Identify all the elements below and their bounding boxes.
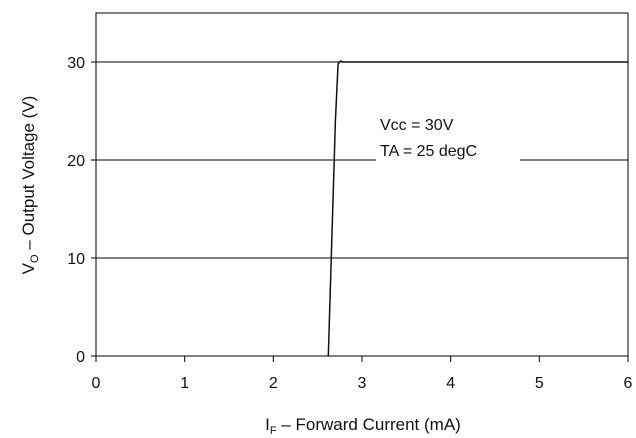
- y-tick-label-20: 20: [67, 153, 85, 170]
- x-tick-label-2: 2: [269, 375, 278, 392]
- y-tick-label-30: 30: [67, 55, 85, 72]
- x-tick-label-0: 0: [92, 375, 101, 392]
- tick-marks: [91, 61, 629, 362]
- x-tick-label-4: 4: [446, 375, 455, 392]
- y-axis-title-subscript: O: [29, 254, 41, 263]
- x-axis-title-main: I: [265, 415, 270, 434]
- y-axis-title-main: V: [19, 262, 38, 274]
- series-line-0: [327, 60, 629, 357]
- x-tick-label-1: 1: [180, 375, 189, 392]
- y-tick-label-0: 0: [76, 349, 85, 366]
- x-tick-label-6: 6: [624, 375, 633, 392]
- annotation-vcc: Vcc = 30V: [380, 117, 454, 134]
- x-axis-title: IF – Forward Current (mA): [265, 415, 461, 437]
- y-tick-label-10: 10: [67, 251, 85, 268]
- y-axis-title-rest: – Output Voltage (V): [19, 96, 38, 255]
- x-tick-label-3: 3: [358, 375, 367, 392]
- y-axis-title: VO – Output Voltage (V): [19, 96, 41, 275]
- x-tick-label-5: 5: [535, 375, 544, 392]
- annotation-background: [376, 103, 520, 164]
- annotation-temperature: TA = 25 degC: [380, 143, 477, 160]
- tick-labels: 0 10 20 30 0 1 2 3 4 5 6: [67, 55, 632, 392]
- x-axis-title-rest: – Forward Current (mA): [277, 415, 461, 434]
- x-axis-title-subscript: F: [270, 425, 277, 437]
- series-layer: [327, 60, 629, 357]
